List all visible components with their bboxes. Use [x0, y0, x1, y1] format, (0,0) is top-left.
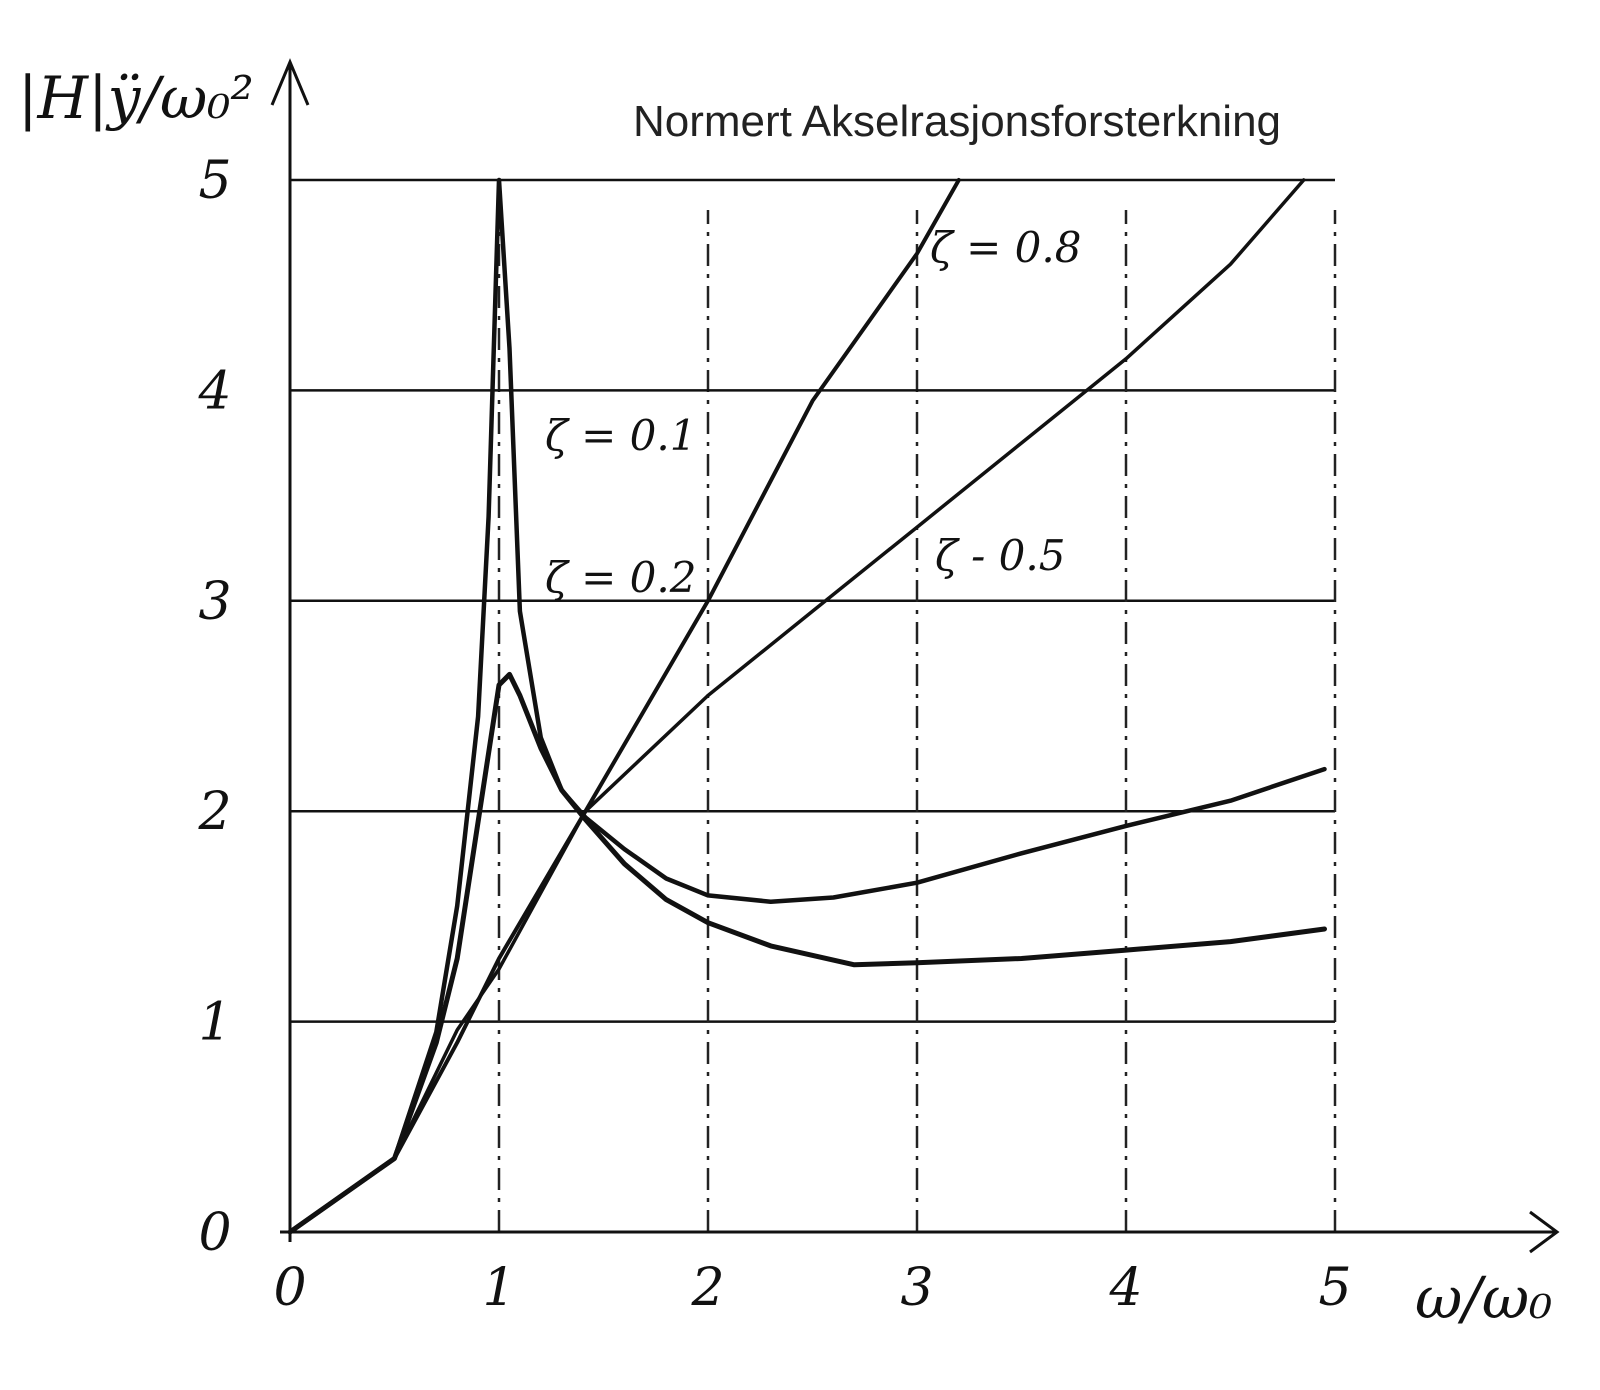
- axes: [270, 58, 1560, 1254]
- curve-label: ζ = 0.1: [545, 411, 696, 460]
- gridlines: [290, 178, 1337, 1232]
- y-tick-label: 4: [197, 361, 231, 421]
- y-tick-label: 3: [198, 572, 231, 632]
- series-line-2: [287, 671, 1327, 1235]
- x-tick-label: 4: [1108, 1258, 1142, 1318]
- series-group: [287, 177, 1327, 1235]
- y-tick-label: 2: [197, 782, 231, 842]
- curve-label: ζ = 0.2: [545, 553, 696, 602]
- y-tick-label: 0: [198, 1203, 231, 1263]
- x-tick-label: 3: [900, 1258, 933, 1318]
- curve-labels: ζ = 0.8 ζ = 0.1 ζ = 0.2 ζ - 0.5: [545, 223, 1081, 602]
- x-tick-label: 2: [690, 1258, 724, 1318]
- series-line-4: [288, 178, 961, 1234]
- y-axis-label: |H|ÿ/ω₀²: [18, 64, 254, 132]
- series-line-3: [288, 178, 1306, 1234]
- y-tick-label: 1: [198, 993, 231, 1053]
- y-axis-arrow: [270, 58, 310, 106]
- curve-label: ζ = 0.8: [930, 223, 1081, 272]
- x-tick-label: 5: [1318, 1258, 1351, 1318]
- curve-label: ζ - 0.5: [935, 531, 1065, 580]
- y-tick-label: 5: [198, 151, 231, 211]
- tick-labels: 0 1 2 3 4 5 0 1 2 3 4 5: [197, 151, 1351, 1318]
- x-tick-label: 1: [482, 1258, 515, 1318]
- series-line-1: [287, 177, 1327, 1235]
- x-axis-label: ω/ω₀: [1415, 1264, 1552, 1332]
- chart-title: Normert Akselrasjonsforsterkning: [633, 97, 1281, 146]
- x-tick-label: 0: [273, 1258, 306, 1318]
- x-axis-arrow: [1529, 1210, 1560, 1254]
